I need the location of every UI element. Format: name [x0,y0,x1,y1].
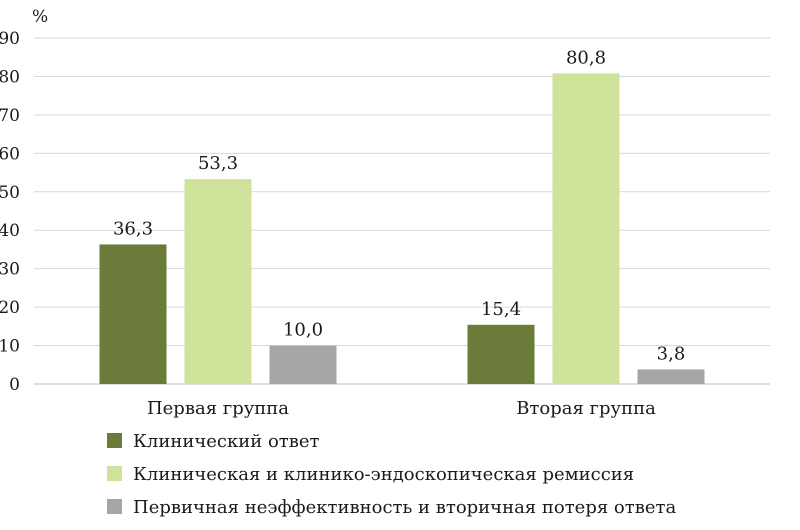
x-category-label: Вторая группа [516,398,656,419]
y-axis-ticks: 0 10 20 30 40 50 60 70 80 90 [0,29,20,395]
bar-data-label: 36,3 [113,218,153,239]
bar [637,369,705,384]
bar [99,244,167,384]
bar-data-label: 10,0 [283,320,323,341]
bars [99,73,705,384]
bar-data-label: 80,8 [566,47,606,68]
y-tick-label: 50 [0,183,20,203]
x-category-label: Первая группа [147,398,289,419]
bar-data-label: 53,3 [198,153,238,174]
legend-swatch [107,433,122,448]
y-tick-label: 80 [0,67,20,87]
legend: Клинический ответ Клиническая и клинико-э… [107,431,676,518]
bar [184,179,252,384]
y-tick-label: 70 [0,106,20,126]
y-unit-label: % [32,7,48,27]
legend-label: Клиническая и клинико-эндоскопическая ре… [133,464,634,485]
y-tick-label: 20 [0,298,20,318]
bar-data-label: 3,8 [657,343,686,364]
data-labels: 36,3 53,3 10,0 15,4 80,8 3,8 [113,47,685,364]
y-tick-label: 60 [0,144,20,164]
y-tick-label: 30 [0,260,20,280]
bar [467,324,535,384]
y-tick-label: 0 [9,375,20,395]
bar-data-label: 15,4 [481,299,521,320]
legend-label: Клинический ответ [133,431,320,452]
bar [269,345,337,384]
x-axis-categories: Первая группа Вторая группа [147,398,656,419]
y-tick-label: 10 [0,337,20,357]
legend-swatch [107,466,122,481]
y-tick-label: 90 [0,29,20,49]
legend-label: Первичная неэффективность и вторичная по… [133,497,676,518]
bar [552,73,620,384]
y-tick-label: 40 [0,221,20,241]
legend-swatch [107,499,122,514]
